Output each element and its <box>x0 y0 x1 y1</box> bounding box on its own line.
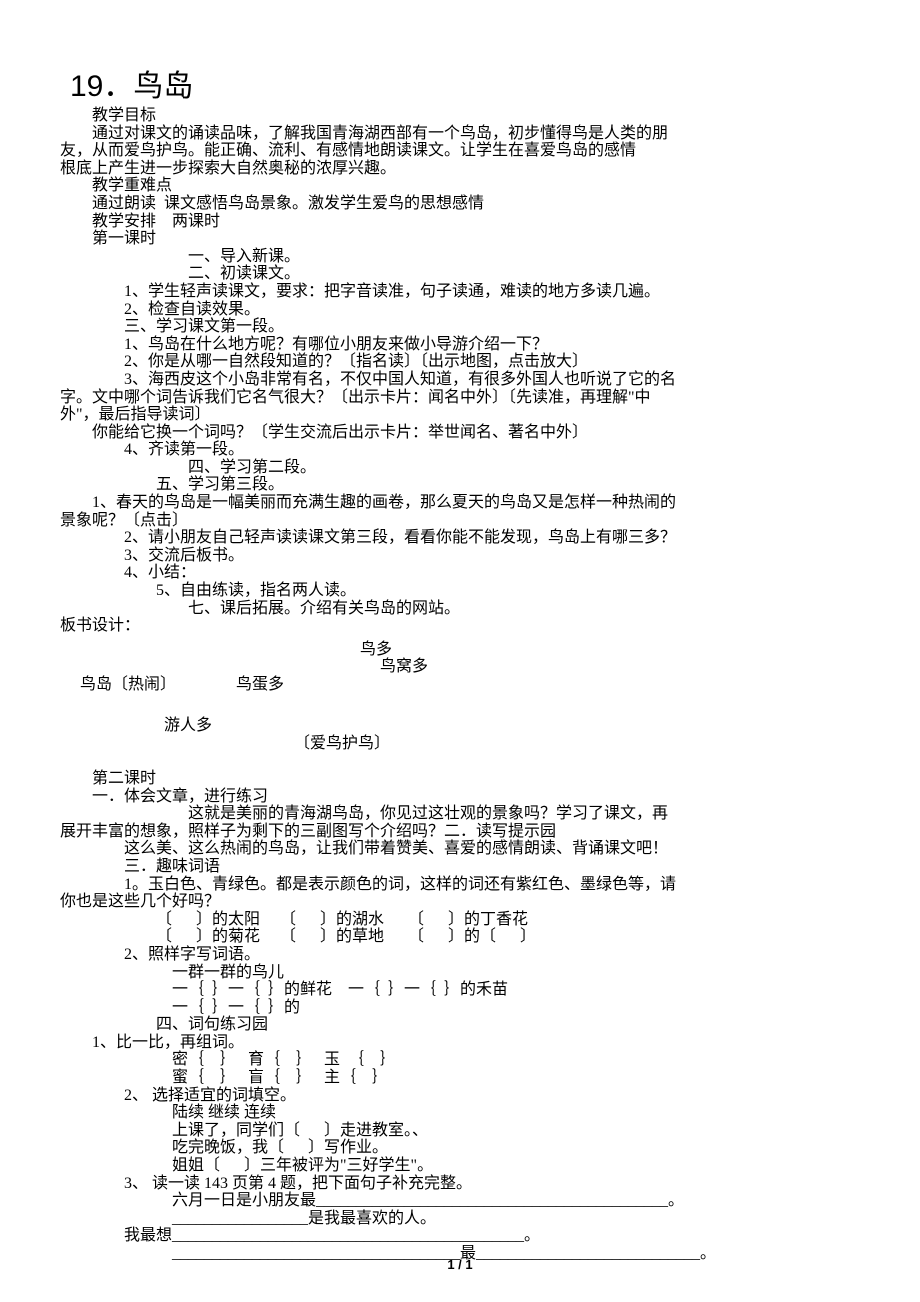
chart-cell: 游人多 <box>164 717 212 734</box>
text-line: 这么美、这么热闹的鸟岛，让我们带着赞美、喜爱的感情朗读、背诵课文吧！ <box>124 840 860 858</box>
document-title: 19．鸟岛 <box>70 70 860 103</box>
text-line: 教学目标 <box>92 107 860 125</box>
text-line: 四、词句练习园 <box>156 1016 860 1034</box>
text-line: 上课了，同学们〔 〕走进教室。、 <box>172 1122 860 1140</box>
text-line: 姐姐〔 〕三年被评为"三好学生"。 <box>172 1157 860 1175</box>
text-line: 我最想_____________________________________… <box>124 1227 860 1245</box>
text-line: 字。文中哪个词告诉我们它名气很大？〔出示卡片：闻名中外〕〔先读准，再理解"中 <box>60 389 860 407</box>
text-line: 1、学生轻声读课文，要求：把字音读准，句子读通，难读的地方多读几遍。 <box>124 283 860 301</box>
page-number: 1 / 1 <box>447 1257 472 1272</box>
text-line: 你能给它换一个词吗？〔学生交流后出示卡片：举世闻名、著名中外〕 <box>92 424 860 442</box>
text-line: 一．体会文章，进行练习 <box>92 788 860 806</box>
content-block-2: 第二课时一．体会文章，进行练习这就是美丽的青海湖鸟岛，你见过这壮观的景象吗？学习… <box>60 770 860 1263</box>
text-line: 友，从而爱鸟护鸟。能正确、流利、有感情地朗读课文。让学生在喜爱鸟岛的感情 <box>60 142 860 160</box>
text-line: 4、小结： <box>124 564 860 582</box>
text-line: 陆续 继续 连续 <box>172 1104 860 1122</box>
text-line: 3、交流后板书。 <box>124 547 860 565</box>
text-line: 六月一日是小朋友最_______________________________… <box>172 1192 860 1210</box>
text-line: 2、请小朋友自己轻声读读课文第三段，看看你能不能发现，鸟岛上有哪三多？ <box>124 529 860 547</box>
chart-cell: 〔爱鸟护鸟〕 <box>294 735 390 752</box>
chart-cell: 鸟岛〔热闹〕 <box>80 676 176 694</box>
text-line: 1、春天的鸟岛是一幅美丽而充满生趣的画卷，那么夏天的鸟岛又是怎样一种热闹的 <box>92 494 860 512</box>
text-line: 教学安排 两课时 <box>92 213 860 231</box>
board-design-chart: 鸟多 鸟窝多 鸟岛〔热闹〕 鸟蛋多 游人多 〔爱鸟护鸟〕 <box>60 641 860 770</box>
text-line: 四、学习第二段。 <box>188 459 860 477</box>
text-line: 5、自由练读，指名两人读。 <box>156 582 860 600</box>
text-line: 〔 〕的太阳 〔 〕的湖水 〔 〕的丁香花 <box>156 911 860 929</box>
text-line: 3、 读一读 143 页第 4 题，把下面句子补充完整。 <box>124 1175 860 1193</box>
text-line: _________________是我最喜欢的人。 <box>172 1210 860 1228</box>
text-line: 密｛ ｝ 育｛ ｝ 玉 ｛ ｝ <box>172 1051 860 1069</box>
chart-row: 鸟多 <box>360 641 860 659</box>
text-line: 2、 选择适宜的词填空。 <box>124 1087 860 1105</box>
text-line: 三．趣味词语 <box>124 858 860 876</box>
text-line: 三、学习课文第一段。 <box>124 318 860 336</box>
page-footer: 1 / 1 <box>0 1258 920 1272</box>
content-block-1: 教学目标通过对课文的诵读品味，了解我国青海湖西部有一个鸟岛，初步懂得鸟是人类的朋… <box>60 107 860 635</box>
text-line: 1。玉白色、青绿色。都是表示颜色的词，这样的词还有紫红色、墨绿色等，请 <box>124 876 860 894</box>
text-line: 2、检查自读效果。 <box>124 301 860 319</box>
text-line: 一｛ ｝一｛ ｝的 <box>172 999 860 1017</box>
text-line: 教学重难点 <box>92 177 860 195</box>
text-line: 2、照样字写词语。 <box>124 946 860 964</box>
text-line: 3、海西皮这个小岛非常有名，不仅中国人知道，有很多外国人也听说了它的名 <box>124 371 860 389</box>
chart-cell: 鸟蛋多 <box>236 676 284 694</box>
text-line: 第二课时 <box>92 770 860 788</box>
text-line: 4、齐读第一段。 <box>124 441 860 459</box>
text-line: 根底上产生进一步探索大自然奥秘的浓厚兴趣。 <box>60 160 860 178</box>
text-line: 吃完晚饭，我〔 〕写作业。 <box>172 1139 860 1157</box>
text-line: 通过朗读 课文感悟鸟岛景象。激发学生爱鸟的思想感情 <box>92 195 860 213</box>
text-line: 一、导入新课。 <box>188 248 860 266</box>
text-line: 2、你是从哪一自然段知道的？〔指名读〕〔出示地图，点击放大〕 <box>124 353 860 371</box>
text-line: 板书设计： <box>60 617 860 635</box>
text-line: 蜜｛ ｝ 盲｛ ｝ 主｛ ｝ <box>172 1069 860 1087</box>
text-line: 第一课时 <box>92 230 860 248</box>
text-line: 这就是美丽的青海湖鸟岛，你见过这壮观的景象吗？学习了课文，再 <box>188 805 860 823</box>
text-line: 1、比一比，再组词。 <box>92 1034 860 1052</box>
text-line: 一｛ ｝一｛ ｝的鲜花 一｛ ｝一｛ ｝的禾苗 <box>172 981 860 999</box>
text-line: 你也是这些几个好吗？ <box>60 893 860 911</box>
chart-row: 鸟窝多 <box>380 658 860 676</box>
chart-row: 鸟岛〔热闹〕 鸟蛋多 <box>60 676 860 694</box>
text-line: 1、鸟岛在什么地方呢？有哪位小朋友来做小导游介绍一下？ <box>124 336 860 354</box>
text-line: 景象呢？〔点击〕 <box>60 512 860 530</box>
text-line: 二、初读课文。 <box>188 265 860 283</box>
text-line: 一群一群的鸟儿 <box>172 964 860 982</box>
text-line: 通过对课文的诵读品味，了解我国青海湖西部有一个鸟岛，初步懂得鸟是人类的朋 <box>92 125 860 143</box>
text-line: 展开丰富的想象，照样子为剩下的三副图写个介绍吗？二．读写提示园 <box>60 823 860 841</box>
page: 19．鸟岛 教学目标通过对课文的诵读品味，了解我国青海湖西部有一个鸟岛，初步懂得… <box>0 0 920 1302</box>
text-line: 外"，最后指导读词〕 <box>60 406 860 424</box>
text-line: 七、课后拓展。介绍有关鸟岛的网站。 <box>188 600 860 618</box>
text-line: 〔 〕的菊花 〔 〕的草地 〔 〕的〔 〕 <box>156 928 860 946</box>
text-line: 五、学习第三段。 <box>156 476 860 494</box>
chart-row: 游人多 〔爱鸟护鸟〕 <box>140 700 860 770</box>
